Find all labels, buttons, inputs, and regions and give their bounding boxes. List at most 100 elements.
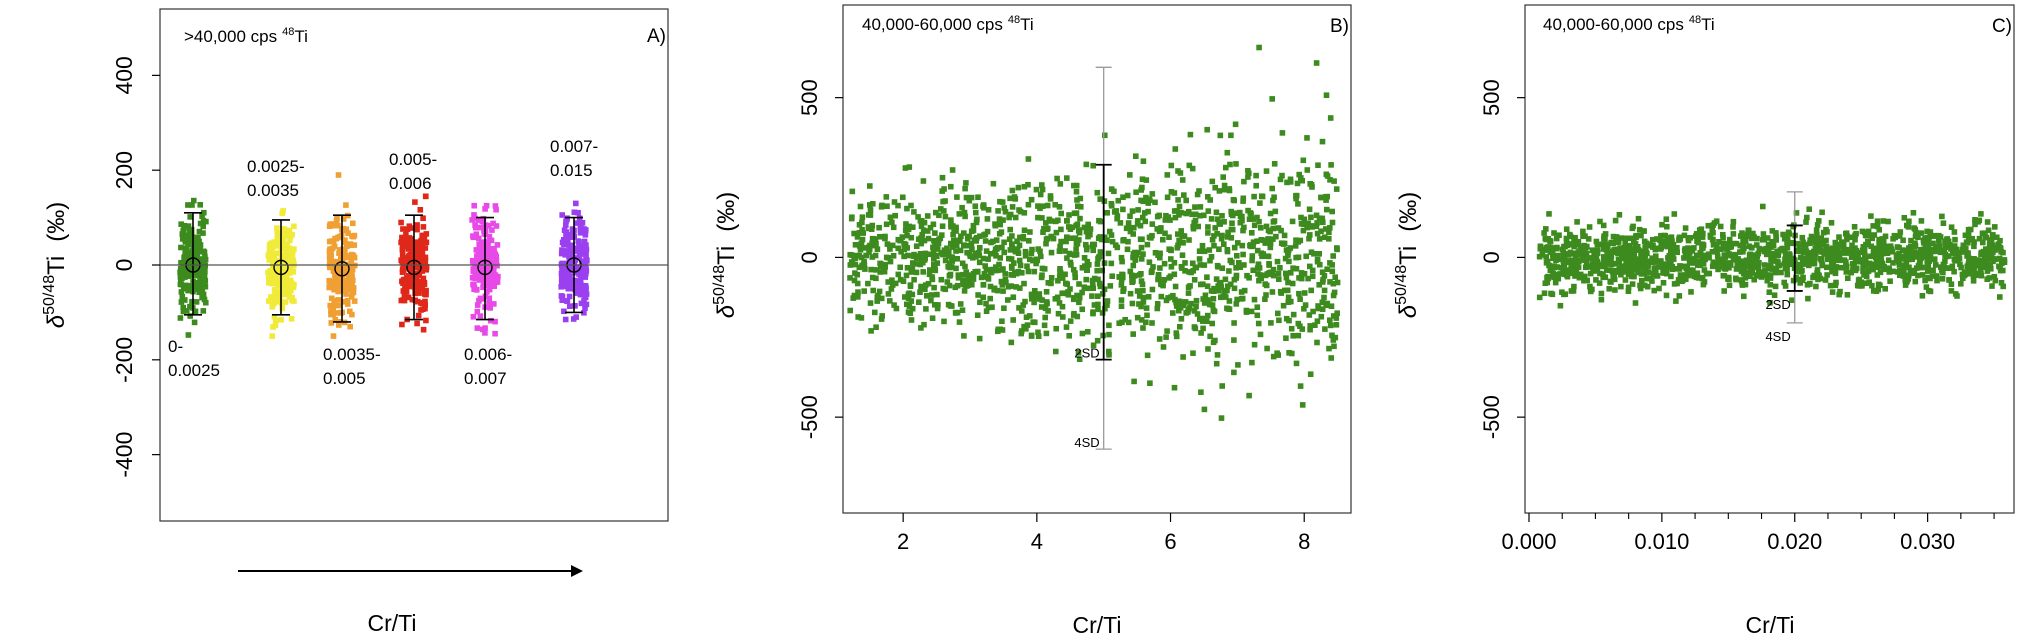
data-point: [1099, 267, 1105, 274]
data-point: [1308, 214, 1314, 221]
data-point: [336, 282, 343, 289]
data-point: [1765, 241, 1772, 248]
data-point: [1804, 214, 1810, 221]
data-point: [1877, 269, 1884, 276]
data-point: [289, 248, 296, 254]
data-point: [981, 232, 987, 238]
data-point: [1751, 234, 1757, 240]
data-point: [1084, 258, 1091, 265]
data-point: [984, 216, 991, 222]
data-point: [980, 281, 987, 288]
data-point: [1716, 239, 1722, 245]
data-point: [1977, 271, 1983, 278]
data-point: [1140, 214, 1146, 221]
data-point: [1265, 236, 1271, 242]
data-point: [1681, 232, 1688, 239]
data-point: [1780, 231, 1786, 238]
data-point: [1760, 231, 1767, 237]
data-point: [577, 276, 584, 283]
data-point: [1143, 319, 1149, 326]
data-point: [1108, 201, 1115, 207]
data-point: [1076, 299, 1082, 306]
data-point: [1612, 217, 1619, 224]
data-point: [405, 259, 412, 265]
data-point: [1297, 323, 1303, 329]
data-point: [1236, 260, 1242, 266]
data-point: [1138, 256, 1145, 262]
data-point: [1324, 300, 1331, 307]
data-point: [1594, 241, 1601, 248]
data-point: [1918, 230, 1925, 236]
data-point: [1598, 296, 1605, 303]
data-point: [1323, 226, 1329, 232]
data-point: [420, 326, 427, 333]
data-point: [199, 294, 205, 301]
data-point: [938, 276, 945, 283]
data-point: [573, 200, 579, 207]
data-point: [906, 290, 913, 296]
data-point: [1693, 233, 1699, 239]
data-point: [1155, 272, 1162, 279]
data-point: [1146, 259, 1153, 265]
data-point: [471, 202, 477, 209]
x-tick-label: 0.020: [1767, 529, 1822, 554]
data-point: [1326, 229, 1332, 236]
data-point: [266, 279, 272, 286]
data-point: [918, 283, 925, 290]
data-point: [948, 183, 954, 190]
data-point: [1185, 290, 1192, 296]
data-point: [1309, 273, 1316, 280]
data-point: [982, 263, 988, 269]
data-point: [1280, 302, 1287, 309]
data-point: [1135, 218, 1141, 224]
data-point: [1334, 279, 1341, 286]
data-point: [1320, 219, 1326, 226]
data-point: [1591, 268, 1598, 274]
data-point: [1240, 227, 1246, 234]
panel-a-y-tick-label: 400: [111, 56, 137, 94]
panel-c-label: C): [1992, 16, 2012, 37]
data-point: [1994, 256, 2001, 262]
data-point: [196, 283, 202, 289]
data-point: [1766, 265, 1772, 272]
data-point: [1178, 264, 1185, 270]
data-point: [559, 281, 565, 287]
data-point: [1118, 297, 1125, 303]
data-point: [987, 283, 994, 290]
data-point: [558, 270, 565, 277]
data-point: [1608, 261, 1615, 268]
data-point: [401, 297, 408, 304]
data-point: [1097, 283, 1104, 290]
data-point: [1743, 257, 1750, 264]
data-point: [338, 310, 344, 316]
data-point: [974, 216, 980, 223]
data-point: [1581, 277, 1587, 284]
data-point: [1924, 268, 1931, 274]
data-point: [1248, 242, 1254, 248]
data-point: [1602, 274, 1609, 280]
data-point: [1157, 254, 1163, 261]
data-point: [1602, 262, 1608, 268]
data-point: [847, 307, 853, 314]
data-point: [1548, 244, 1554, 251]
data-point: [1251, 341, 1258, 348]
data-point: [419, 268, 425, 274]
data-point: [1039, 215, 1045, 221]
data-point: [1940, 261, 1947, 268]
group-mean-marker: [334, 261, 350, 277]
data-point: [1949, 263, 1956, 270]
data-point: [421, 234, 428, 241]
data-point: [987, 267, 994, 273]
data-point: [921, 321, 927, 328]
data-point: [474, 308, 481, 315]
data-point: [1860, 244, 1867, 250]
data-point: [1862, 257, 1868, 263]
data-point: [559, 212, 565, 218]
data-point: [1158, 281, 1164, 288]
data-point: [1205, 208, 1212, 214]
data-point: [1740, 249, 1746, 255]
data-point: [1073, 246, 1079, 252]
data-point: [1240, 251, 1246, 258]
data-point: [412, 199, 418, 205]
data-point: [867, 207, 874, 213]
